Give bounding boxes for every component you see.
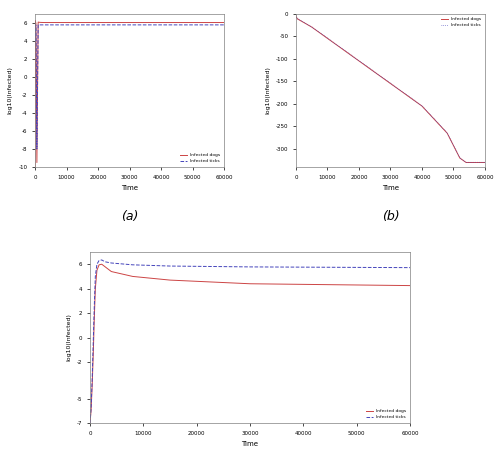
Y-axis label: log10(Infected): log10(Infected): [8, 66, 13, 114]
Text: (a): (a): [121, 210, 138, 223]
Legend: Infected dogs, Infected ticks: Infected dogs, Infected ticks: [440, 16, 483, 29]
Legend: Infected dogs, Infected ticks: Infected dogs, Infected ticks: [179, 152, 222, 165]
Legend: Infected dogs, Infected ticks: Infected dogs, Infected ticks: [365, 408, 408, 421]
Y-axis label: log10(Infected): log10(Infected): [265, 66, 270, 114]
Text: (b): (b): [382, 210, 400, 223]
X-axis label: Time: Time: [242, 441, 258, 447]
X-axis label: Time: Time: [382, 185, 399, 191]
Y-axis label: log10(Infected): log10(Infected): [66, 314, 71, 361]
X-axis label: Time: Time: [121, 185, 138, 191]
